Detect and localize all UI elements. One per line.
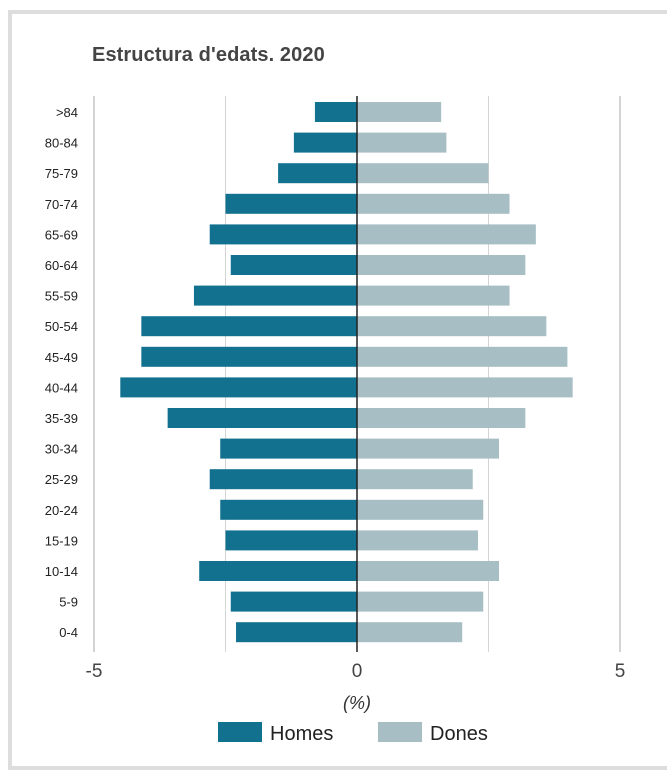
y-tick-label: 25-29 — [45, 472, 78, 487]
legend-item-dones[interactable]: Dones — [378, 722, 488, 742]
bar-dones-50-54 — [357, 316, 547, 337]
bar-homes-60-64 — [230, 255, 357, 275]
y-tick-label: 60-64 — [45, 258, 78, 273]
y-tick-label: >84 — [56, 105, 78, 120]
y-tick-label: 40-44 — [45, 380, 78, 395]
y-tick-label: 5-9 — [59, 595, 78, 610]
y-tick-label: 55-59 — [45, 289, 78, 304]
bar-dones-75-79 — [357, 163, 489, 184]
bar-homes-50-54 — [141, 316, 357, 337]
x-tick-label: 5 — [615, 661, 626, 682]
x-tick-label: 0 — [352, 661, 363, 682]
bar-homes-25-29 — [209, 469, 357, 490]
bar-dones-65-69 — [357, 224, 536, 245]
bar-dones-10-14 — [357, 561, 500, 581]
bar-dones-20-24 — [357, 499, 484, 520]
x-tick-label: -5 — [86, 661, 103, 682]
y-tick-label: 10-14 — [45, 564, 78, 579]
bar-dones-80-84 — [357, 132, 447, 153]
bar-homes-0-4 — [236, 622, 357, 643]
bar-dones-40-44 — [357, 377, 573, 398]
chart-title: Estructura d'edats. 2020 — [92, 44, 325, 66]
y-tick-label: 45-49 — [45, 350, 78, 365]
legend-swatch — [218, 722, 262, 742]
y-tick-label: 50-54 — [45, 319, 78, 334]
bar-homes-45-49 — [141, 346, 357, 367]
bar-homes->84 — [314, 102, 357, 122]
bar-dones-70-74 — [357, 193, 510, 214]
bar-homes-75-79 — [278, 163, 357, 184]
bar-dones-60-64 — [357, 255, 526, 275]
y-tick-label: 0-4 — [59, 625, 78, 640]
bar-homes-5-9 — [230, 591, 357, 612]
bar-dones-5-9 — [357, 591, 484, 612]
bar-homes-70-74 — [225, 193, 357, 214]
bar-dones-45-49 — [357, 346, 568, 367]
y-tick-label: 35-39 — [45, 411, 78, 426]
bar-dones-55-59 — [357, 285, 510, 306]
bar-homes-30-34 — [220, 438, 357, 459]
legend-label: Dones — [430, 723, 488, 742]
legend-swatch — [378, 722, 422, 742]
y-tick-label: 70-74 — [45, 197, 78, 212]
y-tick-label: 30-34 — [45, 442, 78, 457]
y-tick-label: 20-24 — [45, 503, 78, 518]
bar-dones-25-29 — [357, 469, 473, 490]
bar-homes-40-44 — [120, 377, 357, 398]
bar-dones-30-34 — [357, 438, 500, 459]
population-pyramid-chart: >84 80-84 75-79 70-74 65-69 60-64 55-59 50-54 45… — [45, 96, 626, 742]
y-tick-label: 80-84 — [45, 136, 78, 151]
x-axis-title: (%) — [343, 693, 371, 713]
bar-homes-10-14 — [199, 561, 357, 581]
bar-dones-0-4 — [357, 622, 463, 643]
y-tick-label: 75-79 — [45, 166, 78, 181]
legend-label: Homes — [270, 723, 333, 742]
y-tick-label: 65-69 — [45, 227, 78, 242]
bar-homes-15-19 — [225, 530, 357, 551]
bar-dones-35-39 — [357, 408, 526, 428]
bar-homes-65-69 — [209, 224, 357, 245]
bar-homes-35-39 — [167, 408, 357, 428]
bar-homes-55-59 — [193, 285, 357, 306]
bar-dones-15-19 — [357, 530, 478, 551]
bar-homes-20-24 — [220, 499, 357, 520]
bar-homes-80-84 — [293, 132, 357, 153]
legend-item-homes[interactable]: Homes — [218, 722, 333, 742]
y-tick-label: 15-19 — [45, 533, 78, 548]
bar-dones->84 — [357, 102, 442, 122]
